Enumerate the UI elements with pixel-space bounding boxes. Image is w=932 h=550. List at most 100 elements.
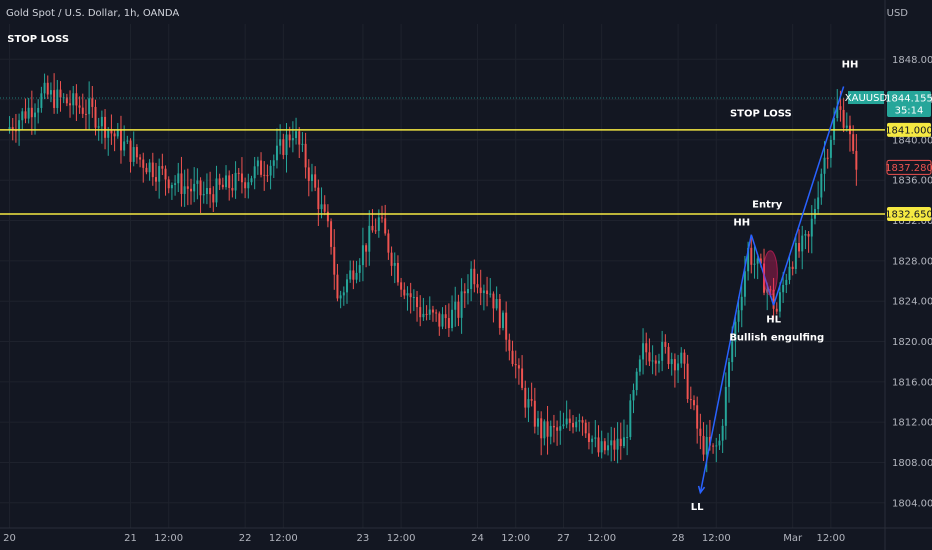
- candle-body: [307, 167, 310, 181]
- candle-body: [352, 270, 355, 280]
- candle-body: [275, 145, 278, 161]
- candle-body: [56, 89, 59, 108]
- candle-body: [403, 289, 406, 296]
- candle-body: [619, 438, 622, 447]
- candle-body: [565, 418, 568, 425]
- candle-body: [600, 441, 603, 453]
- candle-body: [823, 157, 826, 174]
- candle-body: [629, 400, 632, 437]
- time-tick-label: 12:00: [387, 533, 416, 544]
- candle-body: [670, 359, 673, 365]
- chart-annotation[interactable]: HH: [733, 218, 750, 229]
- candle-body: [374, 230, 377, 232]
- candle-body: [677, 363, 680, 371]
- candle-body: [657, 360, 660, 364]
- candle-body: [49, 90, 52, 95]
- chart-annotation[interactable]: STOP LOSS: [730, 109, 792, 120]
- symbol-tag-label: XAUUSD: [845, 93, 888, 104]
- candle-body: [482, 290, 485, 294]
- chart-annotation[interactable]: STOP LOSS: [7, 34, 69, 45]
- candle-body: [743, 271, 746, 297]
- candle-body: [119, 129, 122, 151]
- candle-body: [126, 140, 129, 142]
- trend-line-segment[interactable]: [750, 234, 775, 306]
- candle-body: [358, 265, 361, 273]
- candle-body: [444, 314, 447, 319]
- candle-body: [473, 268, 476, 285]
- chart-annotation[interactable]: LL: [691, 502, 704, 513]
- candle-body: [412, 297, 415, 299]
- candle-body: [810, 218, 813, 237]
- candle-body: [594, 437, 597, 439]
- candle-body: [78, 105, 81, 108]
- candle-body: [718, 440, 721, 446]
- candle-body: [205, 188, 208, 195]
- candle-body: [250, 178, 253, 183]
- candle-body: [785, 279, 788, 286]
- candle-body: [845, 125, 848, 128]
- candle-body: [852, 134, 855, 151]
- time-tick-label: 12:00: [501, 533, 530, 544]
- candle-body: [377, 217, 380, 231]
- candle-body: [148, 162, 151, 173]
- candle-body: [142, 159, 145, 168]
- candle-body: [759, 258, 762, 264]
- candle-body: [400, 282, 403, 290]
- candle-body: [543, 421, 546, 439]
- candle-body: [833, 117, 836, 140]
- candle-body: [304, 143, 307, 168]
- candle-body: [84, 113, 87, 115]
- candle-body: [11, 127, 14, 131]
- candle-body: [132, 147, 135, 162]
- candle-body: [167, 179, 170, 189]
- candle-body: [285, 134, 288, 155]
- candle-body: [314, 174, 317, 188]
- level-price-tag: [887, 122, 931, 137]
- candle-body: [34, 112, 37, 118]
- candle-body: [419, 307, 422, 318]
- candle-body: [336, 274, 339, 299]
- candle-body: [610, 440, 613, 446]
- time-tick-label: 28: [672, 533, 685, 544]
- candle-body: [635, 371, 638, 391]
- price-tick-label: 1848.000: [892, 55, 932, 66]
- candle-body: [326, 211, 329, 222]
- candle-body: [279, 139, 282, 146]
- trend-line-segment[interactable]: [699, 234, 753, 493]
- candle-body: [597, 437, 600, 453]
- chart-annotation[interactable]: HL: [766, 314, 781, 325]
- candle-body: [158, 166, 161, 182]
- trend-line-segment[interactable]: [772, 86, 845, 306]
- candle-body: [406, 293, 409, 296]
- level-price-tag: [887, 207, 931, 222]
- candle-body: [212, 194, 215, 203]
- candle-body: [365, 245, 368, 252]
- chart-annotation[interactable]: Entry: [752, 199, 783, 210]
- candle-body: [320, 204, 323, 210]
- candle-body: [801, 235, 804, 252]
- candle-body: [97, 126, 100, 128]
- candle-body: [240, 173, 243, 183]
- candle-body: [253, 166, 256, 179]
- candle-body: [190, 188, 192, 192]
- price-tick-label: 1836.000: [892, 176, 932, 187]
- candle-body: [371, 225, 374, 231]
- chart-annotation[interactable]: Bullish engulfing: [729, 333, 824, 344]
- time-tick-label: 12:00: [702, 533, 731, 544]
- candle-body: [209, 188, 212, 195]
- candle-body: [323, 204, 326, 212]
- candle-body: [664, 341, 667, 347]
- candle-body: [667, 346, 670, 365]
- price-tick-label: 1840.000: [892, 135, 932, 146]
- chart-annotation[interactable]: HH: [842, 59, 859, 70]
- candle-body: [540, 418, 543, 439]
- time-tick-label: 12:00: [816, 533, 845, 544]
- highlight-ellipse[interactable]: [762, 250, 778, 296]
- symbol-tag: [848, 91, 884, 105]
- candle-body: [638, 359, 641, 372]
- candle-body: [256, 160, 259, 167]
- candle-body: [712, 445, 715, 447]
- time-tick-label: 12:00: [269, 533, 298, 544]
- candle-body: [460, 291, 463, 318]
